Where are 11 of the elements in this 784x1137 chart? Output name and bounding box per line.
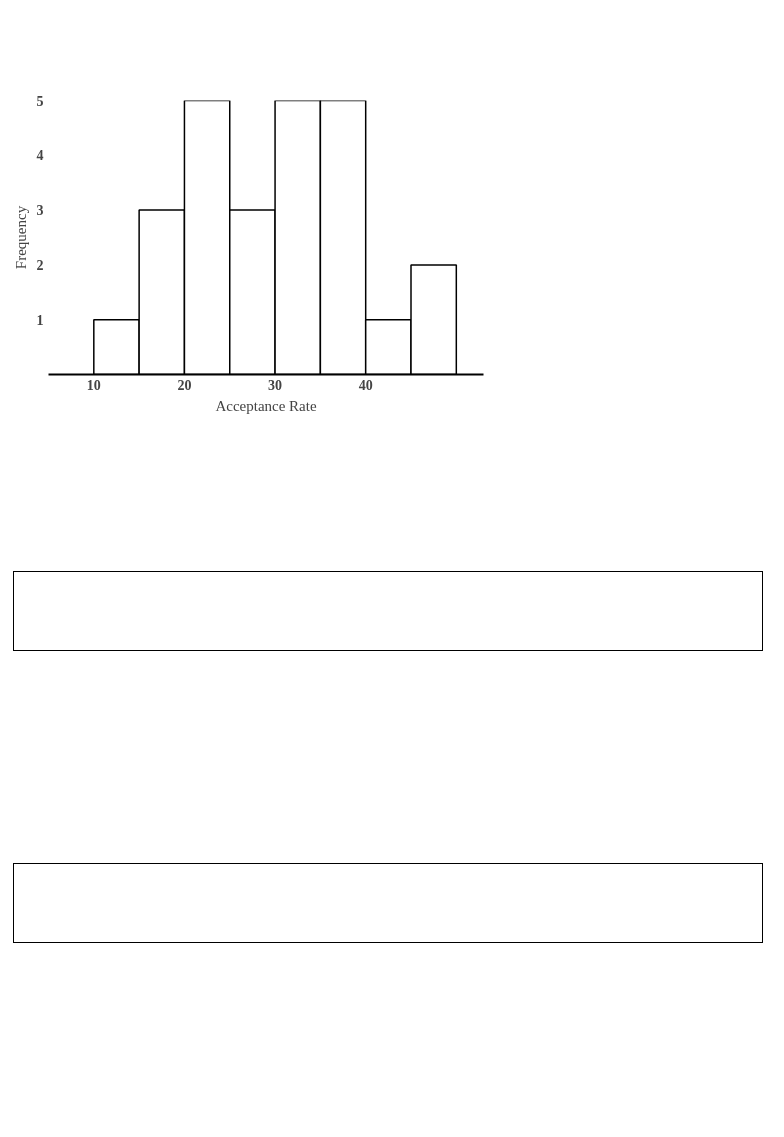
x-tick-label: 30 [268, 377, 283, 393]
x-tick-label: 20 [177, 377, 192, 393]
y-tick-label: 5 [36, 93, 44, 109]
x-axis-title: Acceptance Rate [215, 397, 317, 414]
y-tick-label: 3 [36, 203, 44, 219]
y-tick-label: 4 [36, 148, 44, 164]
x-tick-label: 10 [86, 377, 101, 393]
y-axis-title: Frequency [12, 205, 29, 270]
y-tick-label: 2 [36, 257, 44, 273]
y-tick-label: 1 [36, 312, 44, 328]
x-tick-label: 40 [358, 377, 373, 393]
